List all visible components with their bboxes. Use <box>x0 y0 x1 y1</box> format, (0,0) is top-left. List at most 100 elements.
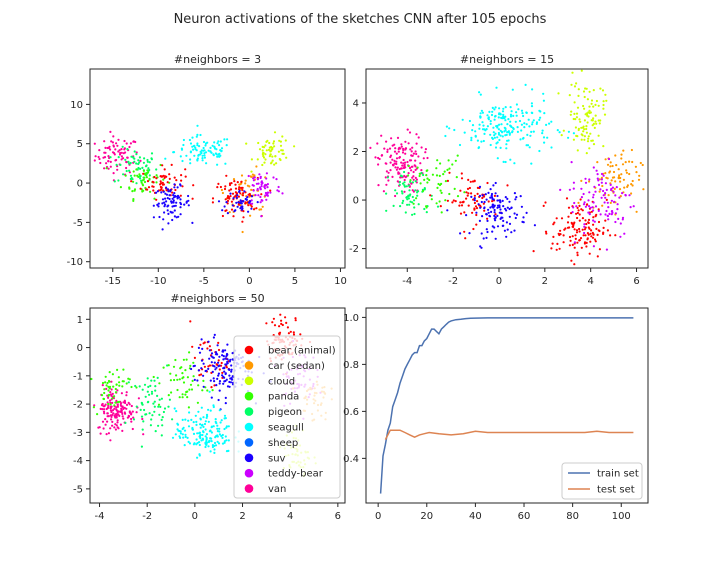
scatter-point <box>120 409 123 412</box>
scatter-point <box>140 445 143 448</box>
scatter-point <box>453 187 456 190</box>
scatter-point <box>199 426 202 429</box>
scatter-point <box>620 173 623 176</box>
scatter-point <box>592 216 595 219</box>
scatter-point <box>611 176 615 179</box>
scatter-point <box>261 163 264 167</box>
scatter-point <box>503 229 506 232</box>
scatter-point <box>579 237 583 240</box>
scatter-point <box>213 141 216 144</box>
scatter-point <box>513 162 516 165</box>
scatter-point <box>578 230 581 233</box>
scatter-point <box>604 182 608 185</box>
scatter-point <box>117 138 120 141</box>
scatter-point <box>410 182 413 185</box>
scatter-point <box>215 153 218 156</box>
scatter-point <box>609 183 612 186</box>
scatter-point <box>158 398 161 401</box>
scatter-point <box>580 179 583 182</box>
scatter-point <box>132 180 135 183</box>
scatter-point <box>135 405 138 408</box>
scatter-point <box>395 152 398 155</box>
scatter-point <box>465 197 468 200</box>
scatter-point <box>606 229 610 232</box>
scatter-point <box>172 151 175 154</box>
scatter-point <box>591 206 594 209</box>
scatter-point <box>107 389 110 392</box>
scatter-point <box>483 132 486 135</box>
scatter-point <box>552 235 555 238</box>
scatter-point <box>209 146 212 149</box>
scatter-point <box>107 167 110 170</box>
scatter-point <box>277 185 280 189</box>
scatter-point <box>189 142 193 145</box>
scatter-point <box>377 184 380 187</box>
scatter-point <box>122 173 125 176</box>
scatter-point <box>202 146 205 150</box>
scatter-point <box>109 148 112 151</box>
scatter-point <box>374 156 377 159</box>
scatter-point <box>170 391 173 394</box>
scatter-point <box>209 409 212 412</box>
scatter-point <box>116 403 119 407</box>
scatter-point <box>230 377 233 380</box>
scatter-point <box>161 181 164 184</box>
scatter-point <box>223 427 226 431</box>
scatter-point <box>416 194 419 197</box>
scatter-point <box>410 165 413 168</box>
scatter-point <box>628 194 631 197</box>
scatter-point <box>188 351 191 354</box>
scatter-point <box>109 130 112 133</box>
legend-label: cloud <box>268 376 295 387</box>
scatter-point <box>616 203 619 206</box>
scatter-point <box>411 195 414 199</box>
scatter-point <box>187 199 190 202</box>
scatter-point <box>587 137 590 140</box>
scatter-point <box>184 393 187 396</box>
scatter-point <box>145 176 148 179</box>
scatter-point <box>135 386 138 389</box>
scatter-point <box>597 220 601 224</box>
scatter-point <box>141 388 144 391</box>
scatter-point <box>208 390 211 393</box>
scatter-point <box>111 151 115 154</box>
scatter-point <box>398 183 401 186</box>
scatter-point <box>273 131 277 134</box>
scatter-point <box>418 174 421 178</box>
scatter-point <box>111 413 114 416</box>
scatter-point <box>241 207 244 210</box>
scatter-point <box>605 209 608 213</box>
scatter-point <box>293 145 296 148</box>
scatter-point <box>580 69 583 72</box>
scatter-point <box>123 147 126 150</box>
scatter-point <box>494 132 497 135</box>
scatter-point <box>196 159 199 162</box>
scatter-point <box>402 147 405 150</box>
scatter-point <box>573 228 576 231</box>
scatter-point <box>201 433 204 437</box>
scatter-point <box>187 194 190 198</box>
scatter-point <box>224 435 227 438</box>
scatter-point <box>634 165 638 168</box>
scatter-point <box>571 71 574 74</box>
scatter-point <box>107 160 110 163</box>
scatter-point <box>116 401 120 404</box>
scatter-point <box>189 364 192 367</box>
scatter-point <box>213 451 216 454</box>
scatter-point <box>231 204 234 207</box>
scatter-point <box>292 333 296 336</box>
scatter-point <box>525 123 528 126</box>
scatter-point <box>196 144 199 147</box>
scatter-point <box>242 210 245 213</box>
scatter-point <box>605 99 608 102</box>
scatter-point <box>418 172 421 175</box>
scatter-point <box>494 181 497 185</box>
scatter-point <box>568 235 572 239</box>
scatter-point <box>241 230 244 234</box>
scatter-point <box>504 127 507 130</box>
scatter-point <box>191 197 194 200</box>
scatter-point <box>189 383 193 386</box>
scatter-point <box>249 214 252 217</box>
